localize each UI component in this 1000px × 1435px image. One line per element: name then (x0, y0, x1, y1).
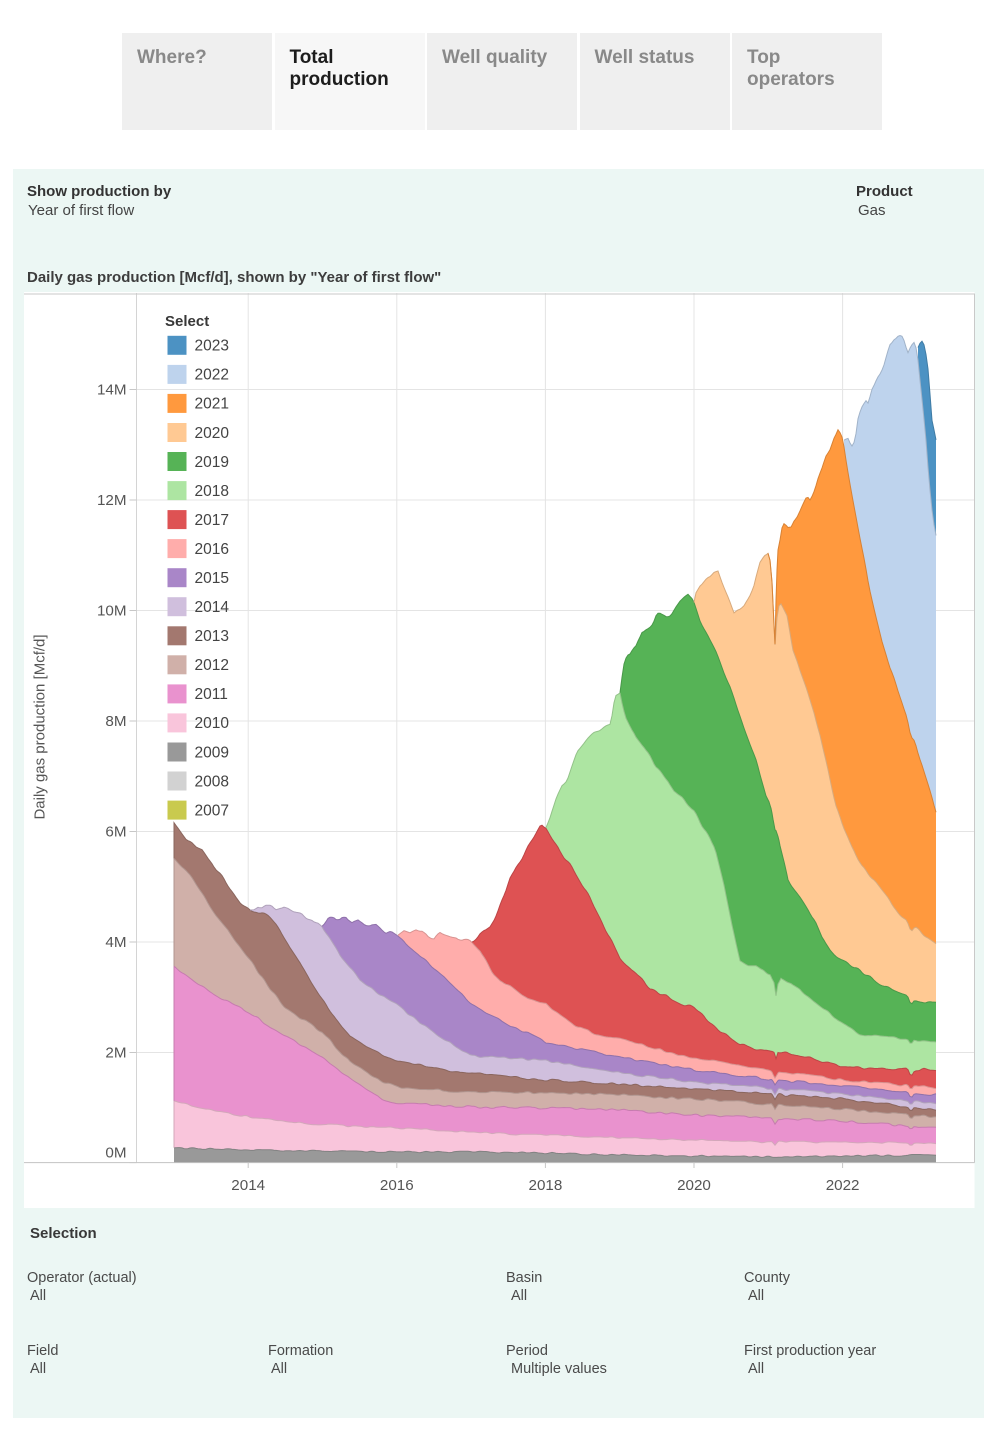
svg-text:Select: Select (165, 313, 209, 330)
svg-text:2M: 2M (105, 1045, 126, 1062)
svg-text:2009: 2009 (195, 744, 229, 761)
svg-text:2013: 2013 (195, 628, 229, 645)
svg-text:10M: 10M (97, 603, 127, 620)
svg-text:2010: 2010 (195, 715, 230, 732)
svg-text:12M: 12M (97, 492, 127, 509)
svg-text:2017: 2017 (195, 512, 229, 529)
svg-text:2014: 2014 (195, 599, 230, 616)
svg-text:2023: 2023 (195, 338, 229, 355)
svg-text:0M: 0M (105, 1145, 126, 1162)
svg-text:2019: 2019 (195, 454, 229, 471)
svg-text:2022: 2022 (826, 1177, 860, 1194)
svg-text:2018: 2018 (195, 483, 229, 500)
svg-text:2021: 2021 (195, 396, 229, 413)
svg-text:14M: 14M (97, 382, 127, 399)
svg-text:2014: 2014 (231, 1177, 265, 1194)
svg-text:2016: 2016 (380, 1177, 414, 1194)
svg-text:8M: 8M (105, 713, 126, 730)
svg-text:2008: 2008 (195, 773, 229, 790)
svg-text:2012: 2012 (195, 657, 229, 674)
svg-text:6M: 6M (105, 824, 126, 841)
svg-text:4M: 4M (105, 934, 126, 951)
svg-text:2020: 2020 (677, 1177, 711, 1194)
svg-text:2020: 2020 (195, 425, 230, 442)
svg-text:2022: 2022 (195, 367, 229, 384)
svg-text:2011: 2011 (195, 686, 228, 703)
svg-text:2016: 2016 (195, 541, 229, 558)
svg-text:2015: 2015 (195, 570, 229, 587)
svg-text:2018: 2018 (529, 1177, 563, 1194)
svg-text:Daily gas production [Mcf/d]: Daily gas production [Mcf/d] (32, 634, 49, 819)
svg-text:2007: 2007 (195, 802, 229, 819)
